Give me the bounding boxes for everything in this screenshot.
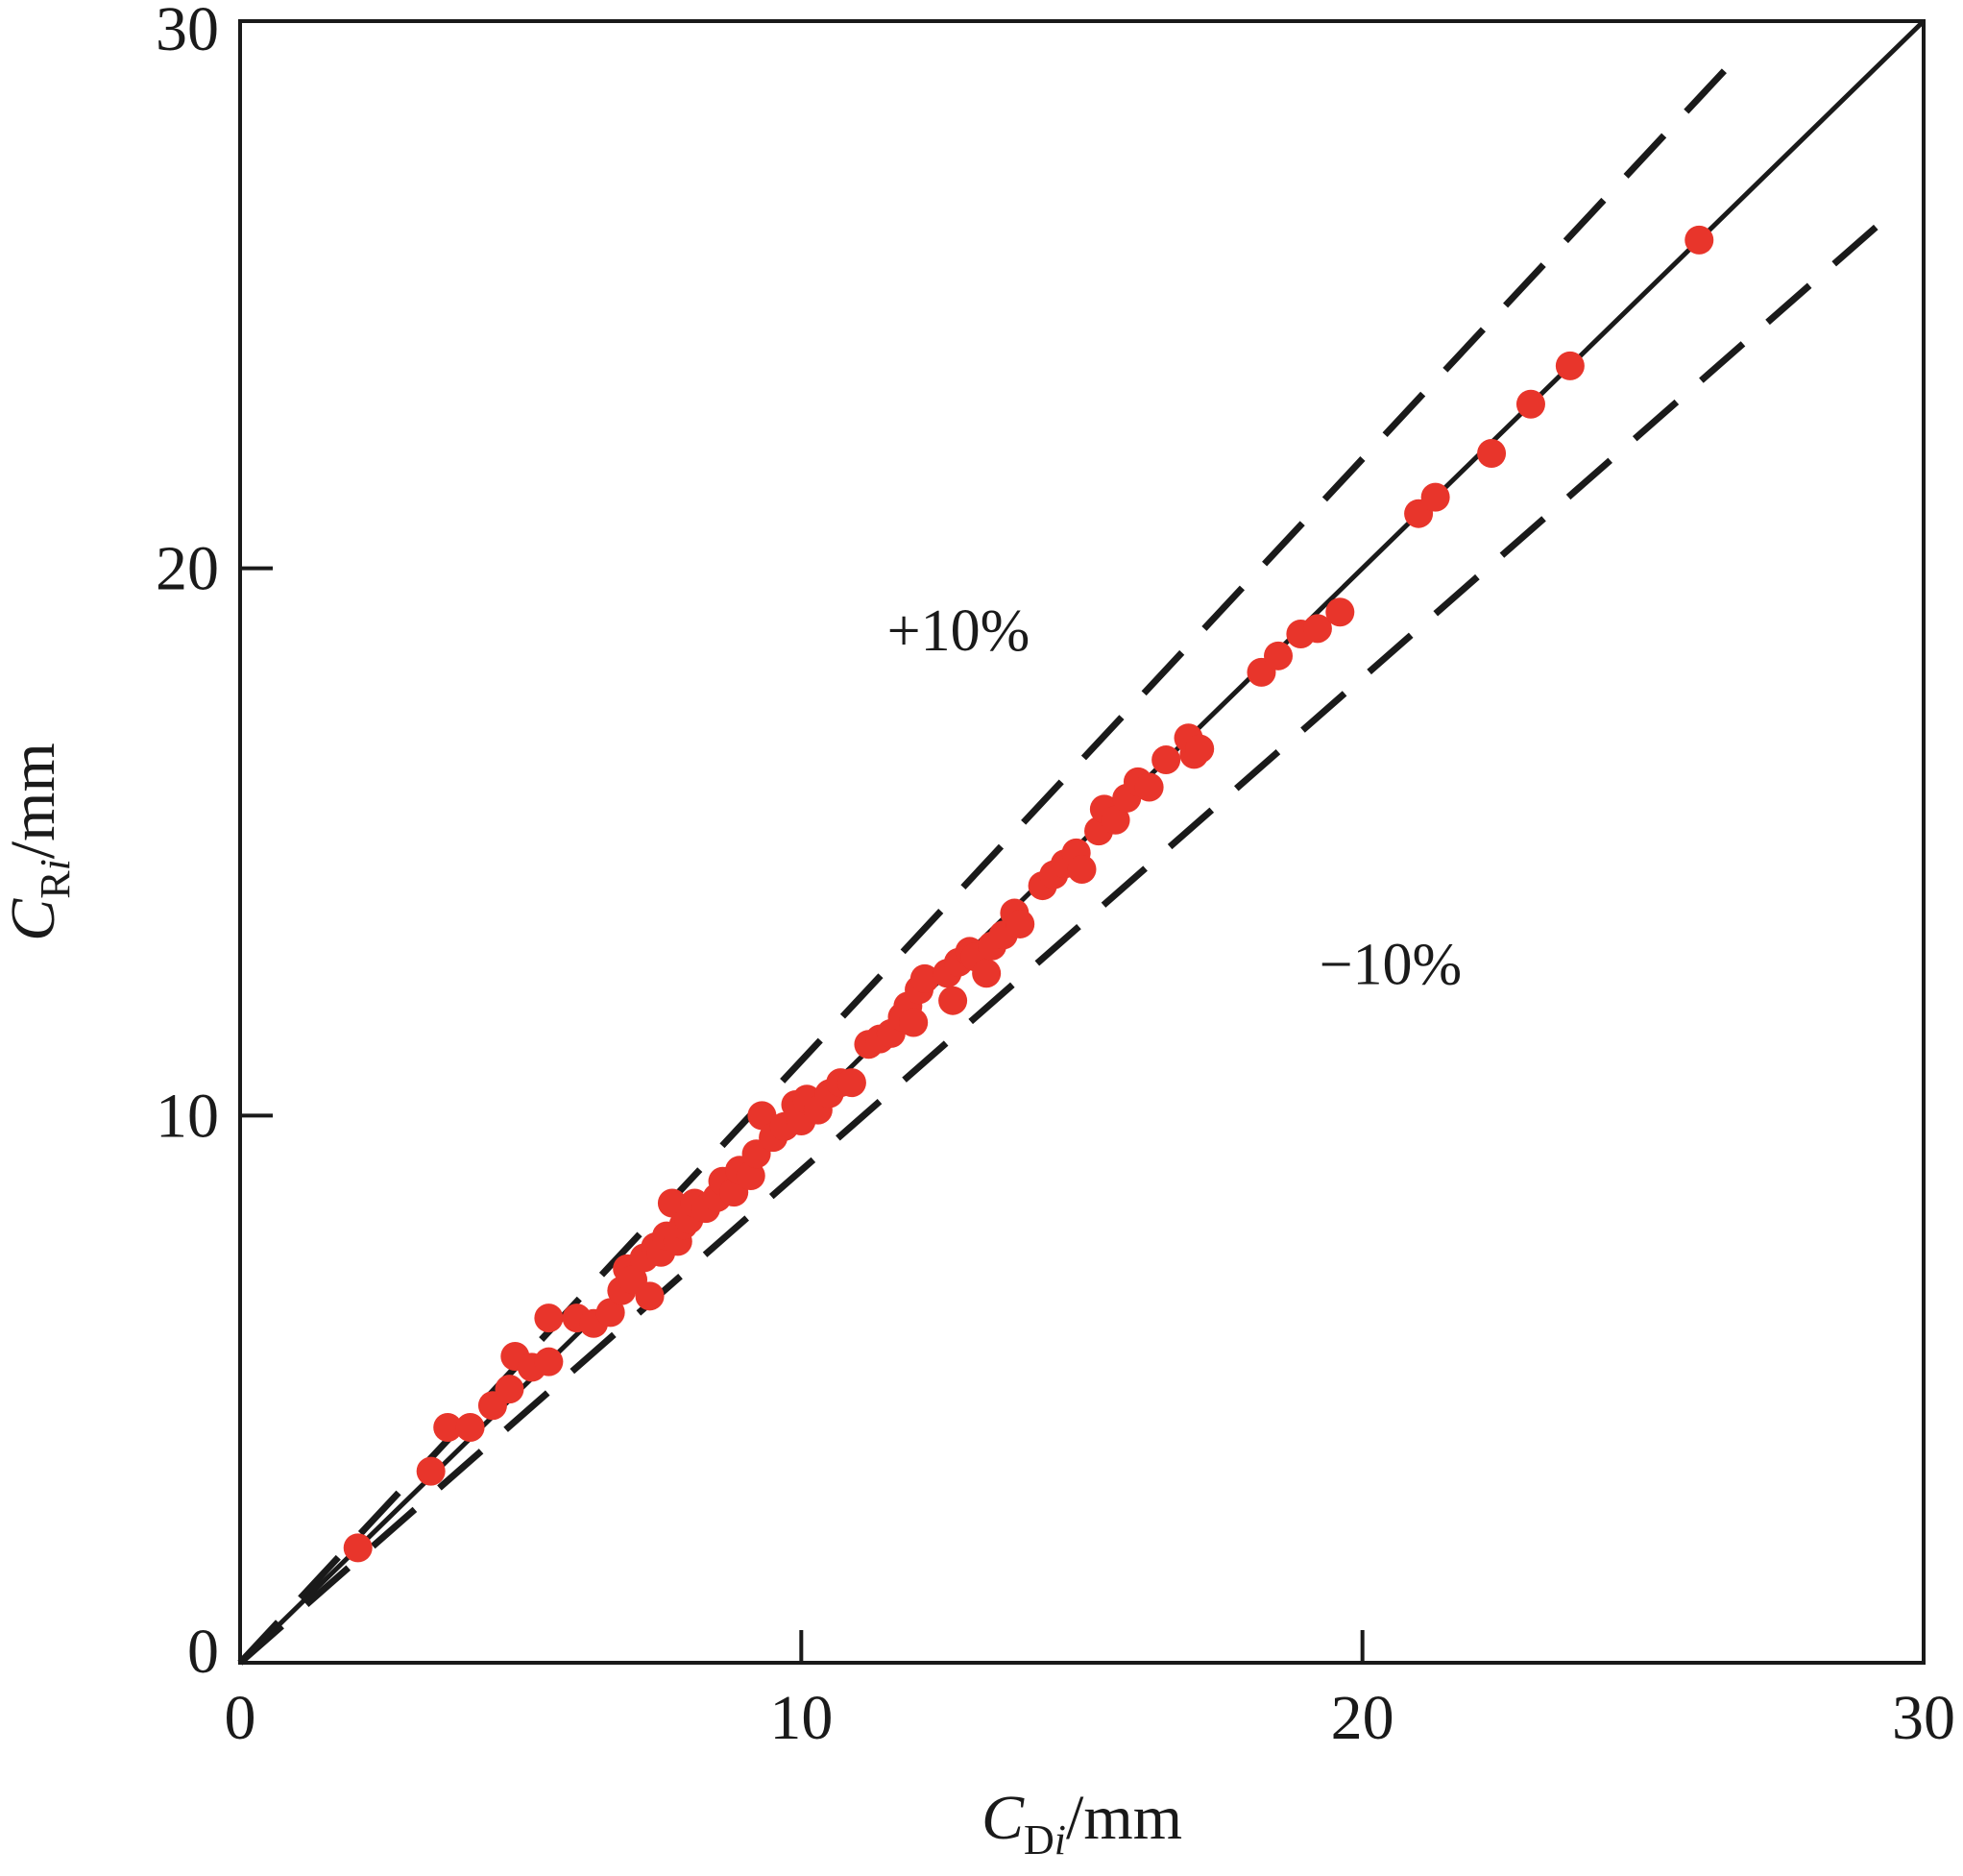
data-point xyxy=(747,1101,777,1131)
data-point xyxy=(1134,772,1164,802)
x-axis-title: CDi/mm xyxy=(982,1783,1182,1864)
x-axis-title-sub: D xyxy=(1024,1816,1054,1864)
data-point xyxy=(1302,614,1332,644)
x-tick-label: 30 xyxy=(1892,1683,1955,1753)
y-axis-title-main: C xyxy=(0,898,68,941)
data-point xyxy=(433,1413,463,1443)
data-point xyxy=(635,1281,665,1311)
data-point xyxy=(1151,745,1181,775)
data-point xyxy=(455,1413,485,1443)
data-point xyxy=(595,1298,625,1328)
data-point xyxy=(1684,225,1714,255)
y-axis-title-sub: R xyxy=(32,870,79,899)
data-points xyxy=(343,225,1714,1563)
y-axis-title-unit: /mm xyxy=(0,743,68,859)
data-point xyxy=(1325,597,1355,627)
data-point xyxy=(736,1160,765,1190)
annotation-label: −10% xyxy=(1320,933,1463,998)
y-axis-title-sub-italic: i xyxy=(32,859,79,870)
y-tick-label: 0 xyxy=(187,1617,219,1687)
data-point xyxy=(1420,482,1450,512)
data-point xyxy=(343,1533,373,1563)
x-tick-label: 20 xyxy=(1331,1683,1394,1753)
data-point xyxy=(534,1303,564,1333)
annotation-label: +10% xyxy=(887,598,1030,664)
data-point xyxy=(1264,641,1294,670)
data-point xyxy=(1477,439,1507,469)
data-point xyxy=(938,986,968,1015)
x-tick-label: 0 xyxy=(225,1683,256,1753)
data-point xyxy=(836,1068,866,1098)
x-axis-title-unit: /mm xyxy=(1066,1783,1182,1853)
y-axis-title: CRi/mm xyxy=(0,743,79,941)
data-point xyxy=(972,959,1002,988)
annotations: +10% −10% xyxy=(887,598,1463,997)
data-point xyxy=(1067,854,1097,884)
plot-frame xyxy=(238,19,1926,1665)
reference-line-lower-10 xyxy=(237,212,1893,1666)
data-point xyxy=(899,1008,929,1037)
y-tick-label: 20 xyxy=(156,534,219,604)
data-point xyxy=(1515,389,1545,419)
data-point xyxy=(1101,805,1130,835)
data-point xyxy=(909,963,939,993)
x-tick-label: 10 xyxy=(769,1683,833,1753)
axis-ticks: 0 10 20 30 0 10 20 30 xyxy=(156,0,1955,1753)
data-point xyxy=(1185,734,1215,764)
data-point xyxy=(1006,909,1035,938)
x-axis-title-main: C xyxy=(982,1783,1025,1853)
y-tick-label: 30 xyxy=(156,0,219,64)
data-point xyxy=(416,1456,446,1486)
data-point xyxy=(495,1375,524,1404)
data-point xyxy=(534,1347,564,1377)
x-axis-title-sub-italic: i xyxy=(1054,1816,1066,1864)
y-tick-label: 10 xyxy=(156,1081,219,1151)
data-point xyxy=(1555,351,1585,380)
